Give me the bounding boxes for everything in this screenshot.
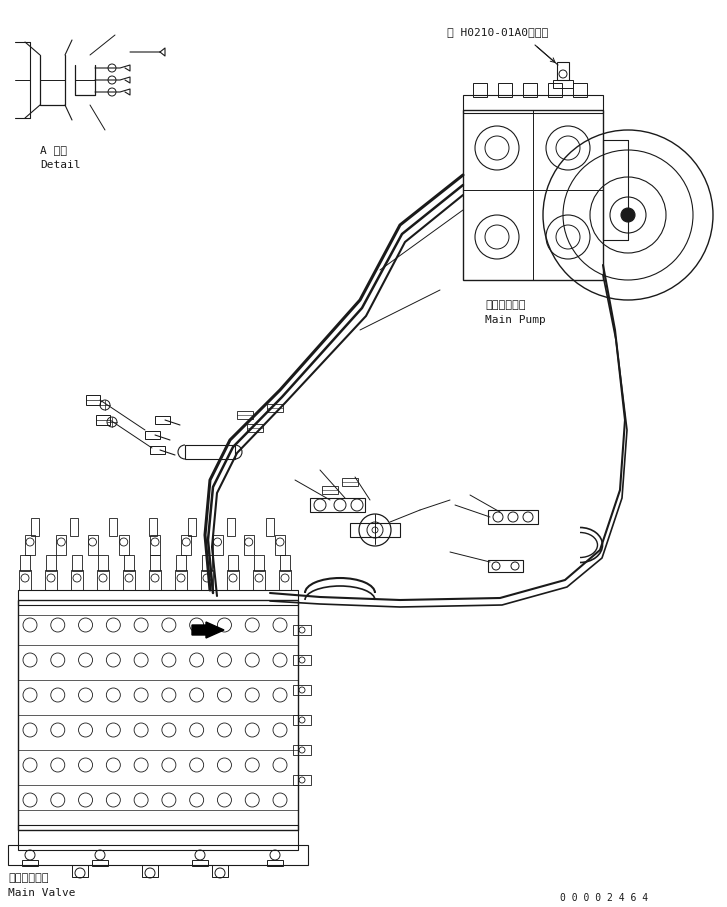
Bar <box>148 518 156 536</box>
Bar <box>253 570 265 590</box>
Bar <box>342 478 358 486</box>
Bar <box>227 518 235 536</box>
Bar <box>142 865 158 877</box>
Bar <box>212 535 222 555</box>
Bar <box>293 775 311 785</box>
Bar <box>247 424 263 432</box>
Bar <box>473 83 487 97</box>
Text: Main Valve: Main Valve <box>8 888 76 898</box>
Bar <box>267 860 283 866</box>
Bar <box>293 625 311 635</box>
Bar <box>202 555 212 571</box>
Bar <box>244 535 254 555</box>
Text: メインバルブ: メインバルブ <box>8 873 49 883</box>
Bar <box>149 570 161 590</box>
Bar <box>145 431 160 439</box>
Bar <box>176 555 186 571</box>
Bar <box>293 745 311 755</box>
Bar <box>192 860 208 866</box>
Bar <box>19 570 31 590</box>
Bar <box>275 535 285 555</box>
Bar <box>181 535 191 555</box>
Bar <box>98 555 108 571</box>
Bar <box>25 535 35 555</box>
Bar <box>92 860 108 866</box>
Bar <box>227 570 239 590</box>
Bar <box>123 570 135 590</box>
Bar <box>293 685 311 695</box>
Bar <box>267 404 283 412</box>
Bar <box>279 570 291 590</box>
Text: Detail: Detail <box>40 160 81 170</box>
Bar <box>72 555 82 571</box>
Bar <box>22 860 38 866</box>
Bar <box>557 62 569 80</box>
Bar <box>150 446 165 454</box>
Bar <box>254 555 264 571</box>
Text: メインポンプ: メインポンプ <box>485 300 526 310</box>
Bar <box>18 600 298 830</box>
Bar <box>20 555 30 571</box>
Bar <box>124 555 134 571</box>
Bar <box>87 535 97 555</box>
Bar <box>109 518 117 536</box>
Text: Main Pump: Main Pump <box>485 315 546 325</box>
Bar <box>97 570 109 590</box>
Bar <box>266 518 274 536</box>
Bar <box>150 555 160 571</box>
Bar <box>56 535 66 555</box>
Bar <box>488 560 523 572</box>
Bar <box>237 411 253 419</box>
Bar <box>201 570 213 590</box>
FancyArrow shape <box>192 622 224 638</box>
Bar <box>280 555 290 571</box>
Bar <box>18 590 298 605</box>
Text: 0 0 0 0 2 4 6 4: 0 0 0 0 2 4 6 4 <box>560 893 648 903</box>
Bar <box>175 570 187 590</box>
Bar <box>523 83 537 97</box>
Bar <box>603 140 628 240</box>
Bar <box>96 415 110 425</box>
Bar <box>553 80 573 88</box>
Bar <box>86 395 100 405</box>
Bar <box>185 445 235 459</box>
Circle shape <box>621 208 635 222</box>
Bar <box>31 518 39 536</box>
Bar <box>498 83 512 97</box>
Bar <box>119 535 129 555</box>
Bar <box>228 555 238 571</box>
Bar <box>188 518 196 536</box>
Bar <box>18 825 298 850</box>
Bar <box>573 83 587 97</box>
Bar <box>293 655 311 665</box>
Text: 第 H0210-01A0図参照: 第 H0210-01A0図参照 <box>447 27 548 37</box>
Bar <box>212 865 228 877</box>
Bar <box>293 715 311 725</box>
Bar <box>463 95 603 113</box>
Bar <box>45 570 57 590</box>
Bar <box>155 416 170 424</box>
Bar <box>46 555 56 571</box>
Bar <box>463 110 603 280</box>
Bar <box>488 510 538 524</box>
Bar <box>322 486 338 494</box>
Bar <box>71 570 83 590</box>
Bar <box>72 865 88 877</box>
Text: A 詳細: A 詳細 <box>40 145 67 155</box>
Bar <box>548 83 562 97</box>
Bar <box>350 523 400 537</box>
Bar <box>310 498 365 512</box>
Bar <box>8 845 308 865</box>
Bar <box>71 518 79 536</box>
Bar <box>150 535 160 555</box>
